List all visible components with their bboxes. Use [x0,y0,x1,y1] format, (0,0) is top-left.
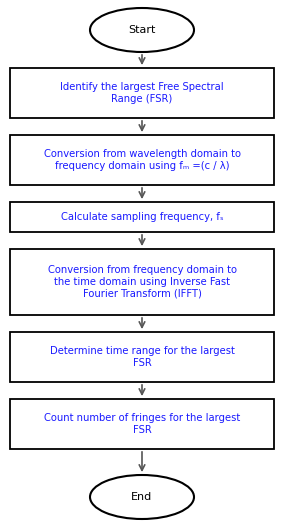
Text: Conversion from wavelength domain to
frequency domain using fₘ =(c / λ): Conversion from wavelength domain to fre… [43,149,241,171]
Ellipse shape [90,475,194,519]
Ellipse shape [90,8,194,52]
FancyBboxPatch shape [10,249,274,315]
Text: Identify the largest Free Spectral
Range (FSR): Identify the largest Free Spectral Range… [60,82,224,104]
FancyBboxPatch shape [10,135,274,185]
FancyBboxPatch shape [10,332,274,382]
Text: Determine time range for the largest
FSR: Determine time range for the largest FSR [50,346,234,368]
FancyBboxPatch shape [10,68,274,118]
FancyBboxPatch shape [10,202,274,232]
Text: Count number of fringes for the largest
FSR: Count number of fringes for the largest … [44,413,240,435]
Text: Calculate sampling frequency, fₛ: Calculate sampling frequency, fₛ [61,212,223,222]
Text: Start: Start [128,25,156,35]
FancyBboxPatch shape [10,399,274,449]
Text: Conversion from frequency domain to
the time domain using Inverse Fast
Fourier T: Conversion from frequency domain to the … [47,266,237,299]
Text: End: End [131,492,153,502]
